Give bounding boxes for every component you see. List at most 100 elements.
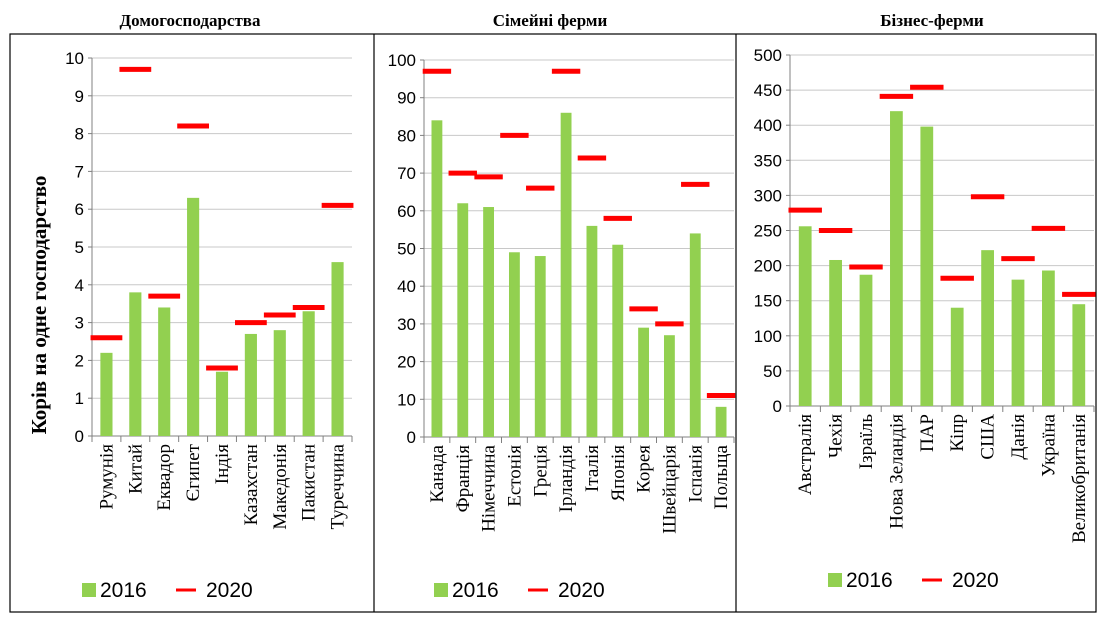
bar-2016 — [798, 226, 812, 406]
figure-frame — [9, 33, 1097, 613]
y-tick-label: 2 — [75, 351, 84, 370]
x-category-label: Китай — [125, 444, 146, 494]
y-tick-label: 30 — [397, 315, 416, 334]
panel-title: Сімейні ферми — [493, 11, 608, 30]
y-tick-label: 60 — [397, 202, 416, 221]
x-category-label: Корея — [634, 445, 655, 493]
bar-2016 — [1011, 279, 1025, 406]
x-category-label: Нова Зеландія — [886, 414, 907, 529]
y-tick-label: 100 — [754, 327, 782, 346]
bar-2016 — [534, 256, 546, 437]
x-category-label: Еквадор — [154, 444, 175, 511]
x-category-label: ПАР — [917, 414, 938, 452]
x-category-label: Казахстан — [241, 444, 262, 525]
y-tick-label: 250 — [754, 222, 782, 241]
x-category-label: Данія — [1008, 414, 1029, 460]
x-category-label: Канада — [427, 444, 448, 502]
y-tick-label: 100 — [388, 51, 416, 70]
y-tick-label: 90 — [397, 89, 416, 108]
bar-2016 — [829, 259, 842, 406]
x-category-label: Австралія — [795, 414, 816, 495]
x-category-label: Греція — [530, 445, 551, 497]
y-tick-label: 5 — [75, 238, 84, 257]
bar-2016 — [244, 333, 257, 436]
y-tick-label: 400 — [754, 116, 782, 135]
legend-swatch-2016 — [82, 583, 96, 597]
y-tick-label: 0 — [773, 397, 782, 416]
bar-2016 — [331, 262, 344, 436]
panel-3: Бізнес-ферми 0 50 100 150 200 250 300 350 400 450 5… — [735, 11, 1096, 612]
x-category-label: Україна — [1038, 413, 1059, 476]
y-tick-label: 10 — [65, 49, 84, 68]
y-tick-label: 50 — [397, 240, 416, 259]
legend-label-2016: 2016 — [452, 579, 499, 602]
bar-2016 — [1072, 304, 1086, 406]
y-tick-label: 80 — [397, 126, 416, 145]
y-tick-label: 40 — [397, 277, 416, 296]
x-category-label: Естонія — [504, 445, 525, 507]
x-category-label: Іспанія — [685, 445, 706, 503]
x-category-label: Швейцарія — [659, 445, 680, 534]
y-tick-label: 0 — [75, 427, 84, 446]
y-tick-label: 50 — [763, 362, 782, 381]
x-category-label: Польща — [711, 444, 732, 509]
y-tick-label: 10 — [397, 390, 416, 409]
x-category-label: Франція — [453, 445, 474, 513]
bar-2016 — [981, 250, 994, 406]
y-tick-label: 200 — [754, 257, 782, 276]
bar-2016 — [457, 203, 469, 437]
legend-label-2020: 2020 — [558, 579, 605, 602]
bar-2016 — [187, 197, 200, 436]
x-category-label: Пакистан — [299, 444, 320, 521]
legend-swatch-2016 — [434, 583, 448, 597]
panel-title: Домогосподарства — [119, 11, 261, 30]
y-tick-label: 20 — [397, 353, 416, 372]
y-axis-title: Корів на одне господарство — [27, 176, 51, 435]
y-tick-label: 70 — [397, 164, 416, 183]
bar-2016 — [890, 111, 903, 406]
bar-2016 — [129, 292, 142, 436]
x-category-label: Македонія — [270, 444, 291, 530]
legend-label-2020: 2020 — [952, 569, 999, 592]
bar-2016 — [715, 406, 727, 437]
bar-2016 — [663, 335, 675, 437]
x-category-label: Ізраїль — [856, 414, 877, 470]
x-category-label: Індія — [212, 444, 233, 484]
x-category-label: Туреччина — [328, 443, 349, 529]
x-category-label: Німеччина — [479, 444, 500, 531]
y-tick-label: 3 — [75, 314, 84, 333]
x-category-label: Італія — [582, 445, 603, 492]
y-tick-label: 350 — [754, 151, 782, 170]
y-tick-label: 450 — [754, 81, 782, 100]
bar-2016 — [920, 126, 934, 406]
x-category-label: Ірландія — [556, 445, 577, 513]
y-tick-label: 1 — [75, 389, 84, 408]
bar-2016 — [586, 225, 598, 437]
y-tick-label: 6 — [75, 200, 84, 219]
bar-2016 — [508, 252, 520, 437]
y-tick-label: 7 — [75, 162, 84, 181]
bar-2016 — [215, 371, 229, 436]
x-category-label: США — [978, 414, 999, 460]
bar-2016 — [100, 352, 113, 436]
y-tick-label: 8 — [75, 125, 84, 144]
bar-2016 — [638, 327, 650, 437]
y-tick-label: 0 — [407, 428, 416, 447]
x-category-label: Японія — [608, 445, 629, 502]
bar-2016 — [483, 207, 495, 437]
x-category-label: Єгипет — [183, 443, 204, 501]
bar-2016 — [302, 311, 315, 436]
legend-swatch-2016 — [828, 573, 842, 587]
x-category-label: Великобританія — [1069, 414, 1090, 543]
x-category-label: Чехія — [826, 414, 847, 458]
x-category-label: Кіпр — [947, 414, 968, 452]
y-tick-label: 9 — [75, 87, 84, 106]
y-tick-label: 500 — [754, 46, 782, 65]
bar-2016 — [689, 233, 701, 437]
bar-2016 — [560, 112, 572, 437]
bar-2016 — [612, 244, 624, 437]
panel-2: Сімейні ферми 0 10 20 30 40 50 60 70 80 90 100 Канад… — [373, 11, 736, 612]
y-tick-label: 4 — [75, 276, 84, 295]
